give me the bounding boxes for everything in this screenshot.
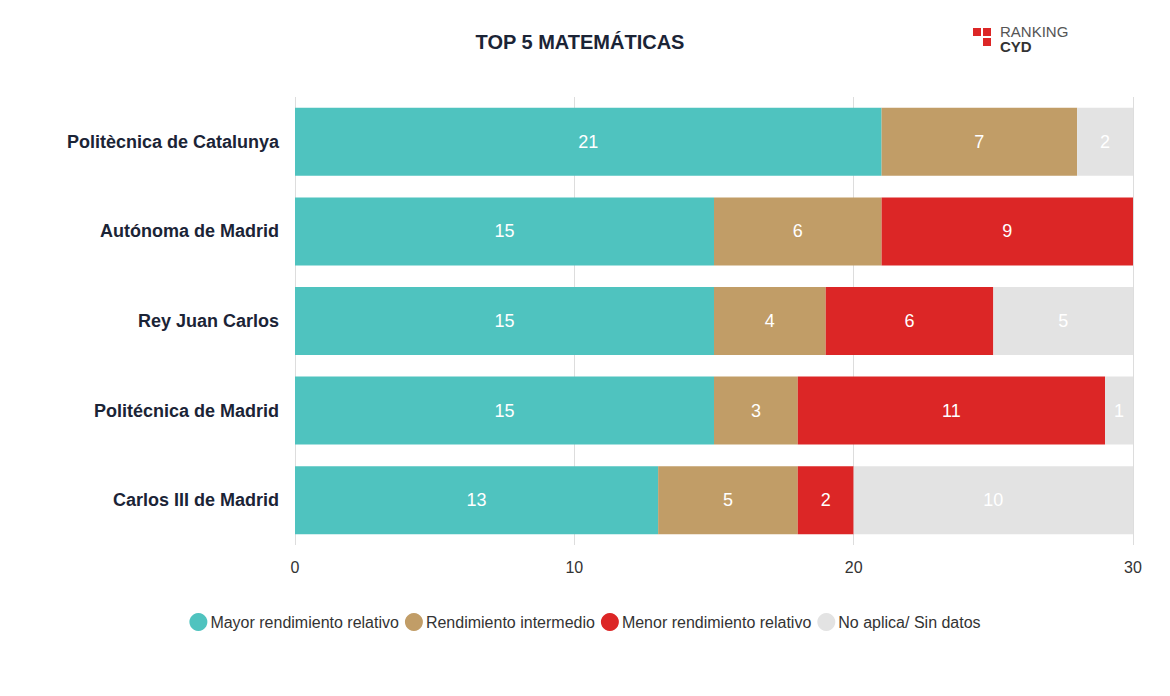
svg-text:10: 10	[983, 490, 1003, 510]
svg-text:Autónoma de Madrid: Autónoma de Madrid	[100, 221, 279, 241]
svg-text:RANKING: RANKING	[1000, 23, 1069, 40]
svg-text:6: 6	[905, 311, 915, 331]
svg-text:Rendimiento intermedio: Rendimiento intermedio	[426, 614, 595, 631]
svg-text:Politécnica de Madrid: Politécnica de Madrid	[94, 401, 279, 421]
svg-text:30: 30	[1124, 559, 1142, 576]
svg-text:6: 6	[793, 221, 803, 241]
svg-text:10: 10	[565, 559, 583, 576]
svg-text:2: 2	[1100, 132, 1110, 152]
svg-text:3: 3	[751, 401, 761, 421]
svg-text:4: 4	[765, 311, 775, 331]
svg-text:No aplica/ Sin datos: No aplica/ Sin datos	[838, 614, 980, 631]
svg-text:CYD: CYD	[1000, 38, 1032, 55]
svg-text:TOP 5 MATEMÁTICAS: TOP 5 MATEMÁTICAS	[476, 31, 685, 53]
svg-text:15: 15	[494, 401, 514, 421]
svg-text:Politècnica de Catalunya: Politècnica de Catalunya	[67, 132, 280, 152]
svg-text:11: 11	[942, 401, 961, 421]
svg-text:7: 7	[974, 132, 984, 152]
svg-text:Rey Juan Carlos: Rey Juan Carlos	[138, 311, 279, 331]
svg-text:15: 15	[494, 221, 514, 241]
svg-text:21: 21	[578, 132, 598, 152]
svg-text:9: 9	[1002, 221, 1012, 241]
svg-text:1: 1	[1114, 401, 1124, 421]
svg-text:Mayor rendimiento relativo: Mayor rendimiento relativo	[210, 614, 399, 631]
svg-text:2: 2	[821, 490, 831, 510]
svg-text:0: 0	[291, 559, 300, 576]
svg-text:20: 20	[845, 559, 863, 576]
svg-text:15: 15	[494, 311, 514, 331]
svg-text:13: 13	[467, 490, 487, 510]
svg-text:Carlos III de Madrid: Carlos III de Madrid	[113, 490, 279, 510]
svg-text:Menor rendimiento relativo: Menor rendimiento relativo	[622, 614, 812, 631]
svg-text:5: 5	[723, 490, 733, 510]
svg-text:5: 5	[1058, 311, 1068, 331]
